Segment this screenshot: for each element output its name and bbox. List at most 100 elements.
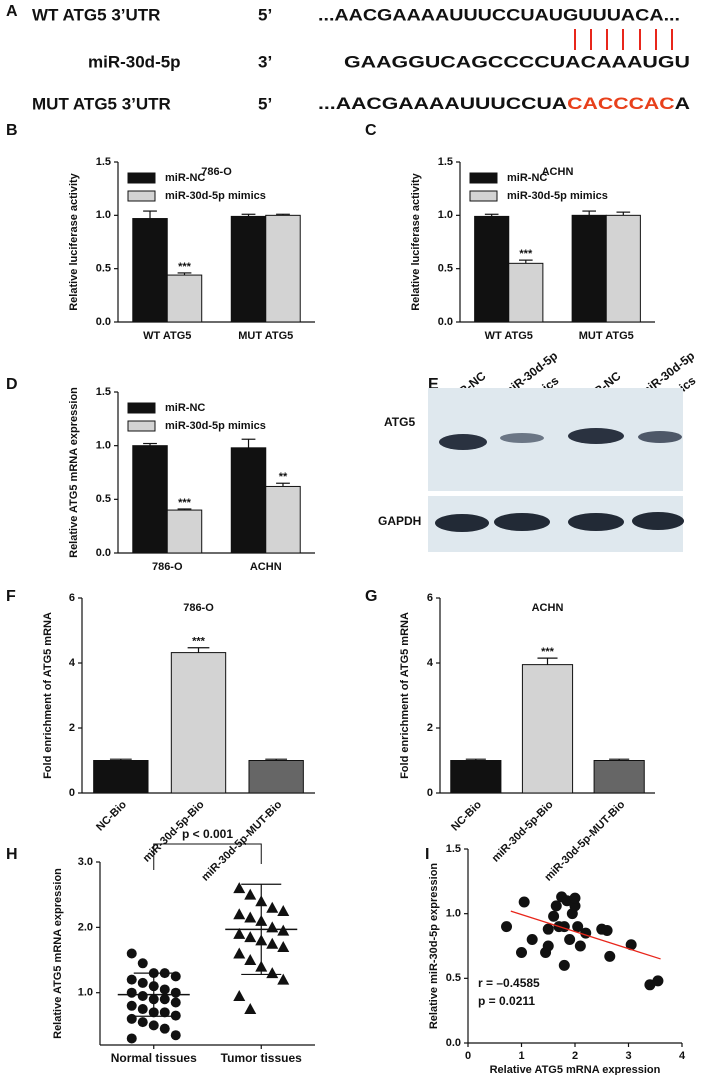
chart-title: 786-O bbox=[183, 602, 214, 614]
bar bbox=[93, 760, 149, 794]
bar bbox=[230, 215, 267, 323]
sequence-end: 5’ bbox=[258, 94, 272, 113]
bar bbox=[265, 485, 301, 554]
y-axis-label: Fold enrichment of ATG5 mRNA bbox=[42, 612, 54, 779]
chart-title: ACHN bbox=[542, 166, 574, 178]
point bbox=[652, 975, 664, 987]
point bbox=[277, 940, 290, 952]
point bbox=[625, 939, 637, 951]
significance-label: *** bbox=[178, 261, 192, 273]
y-tick-label: 2 bbox=[69, 722, 75, 734]
x-tick-label: ACHN bbox=[250, 561, 282, 573]
y-tick-label: 0.0 bbox=[438, 316, 453, 328]
y-tick-label: 2 bbox=[427, 722, 433, 734]
bar bbox=[571, 214, 607, 323]
y-tick-label: 0.5 bbox=[96, 493, 111, 505]
point bbox=[170, 971, 181, 982]
point bbox=[137, 1017, 148, 1028]
x-tick-label: 786-O bbox=[152, 561, 183, 573]
point bbox=[233, 882, 246, 894]
point bbox=[126, 1033, 137, 1044]
sequence-name: WT ATG5 3’UTR bbox=[32, 5, 160, 24]
bar bbox=[170, 652, 227, 794]
significance-label: *** bbox=[541, 646, 555, 658]
point bbox=[137, 977, 148, 988]
bar bbox=[474, 215, 510, 323]
bar bbox=[521, 664, 574, 794]
point bbox=[126, 948, 137, 959]
point bbox=[604, 950, 616, 962]
point bbox=[572, 921, 584, 933]
point bbox=[244, 931, 257, 943]
x-tick-label: 1 bbox=[518, 1050, 524, 1062]
mutation: CACCCAC bbox=[567, 94, 674, 113]
sequence-part: ...AACGAAAAUUUCCUA bbox=[318, 94, 567, 113]
bar bbox=[265, 214, 301, 323]
significance-label: *** bbox=[519, 248, 533, 260]
y-tick-label: 2.0 bbox=[78, 921, 93, 933]
annotation: p = 0.0211 bbox=[478, 994, 535, 1008]
significance-bracket bbox=[153, 843, 262, 870]
legend-swatch bbox=[469, 172, 498, 184]
y-tick-label: 1.0 bbox=[96, 440, 111, 452]
point bbox=[266, 901, 279, 913]
point bbox=[170, 1030, 181, 1041]
point bbox=[266, 937, 279, 949]
panel-label: B bbox=[6, 122, 18, 139]
point bbox=[266, 921, 279, 933]
significance-label: *** bbox=[192, 636, 206, 648]
point bbox=[542, 923, 554, 935]
row-label: ATG5 bbox=[384, 415, 415, 429]
y-tick-label: 0.5 bbox=[96, 263, 111, 275]
point bbox=[266, 967, 279, 979]
y-axis-label: Fold enrichment of ATG5 mRNA bbox=[399, 612, 411, 779]
point bbox=[170, 997, 181, 1008]
point bbox=[233, 927, 246, 939]
y-tick-label: 4 bbox=[69, 657, 76, 669]
x-tick-label: 4 bbox=[679, 1050, 686, 1062]
x-tick-label: NC-Bio bbox=[94, 799, 129, 834]
point bbox=[244, 888, 257, 900]
x-tick-label: WT ATG5 bbox=[143, 330, 191, 342]
point bbox=[159, 1023, 170, 1034]
point bbox=[501, 921, 513, 933]
legend-swatch bbox=[469, 190, 498, 202]
x-tick-label: MUT ATG5 bbox=[238, 330, 293, 342]
legend-label: miR-NC bbox=[165, 172, 205, 184]
x-tick-label: 2 bbox=[572, 1050, 578, 1062]
point bbox=[159, 984, 170, 995]
y-tick-label: 0.5 bbox=[438, 263, 453, 275]
legend-label: miR-30d-5p mimics bbox=[165, 420, 266, 432]
point bbox=[126, 974, 137, 985]
y-axis-label: Relative ATG5 mRNA expression bbox=[68, 387, 80, 558]
x-tick-label: NC-Bio bbox=[449, 799, 484, 834]
sequence: GAAGGUCAGCCCCUACAAAUGU bbox=[344, 52, 690, 71]
chart-title: ACHN bbox=[532, 602, 564, 614]
legend-swatch bbox=[127, 420, 156, 432]
point bbox=[564, 934, 576, 946]
y-tick-label: 6 bbox=[69, 592, 75, 604]
point bbox=[126, 1013, 137, 1024]
x-tick-label: Normal tissues bbox=[111, 1051, 197, 1065]
point bbox=[233, 947, 246, 959]
panel-label: A bbox=[6, 3, 18, 20]
y-tick-label: 1.5 bbox=[438, 156, 453, 168]
y-tick-label: 1.5 bbox=[96, 156, 111, 168]
panel-label: F bbox=[6, 588, 16, 605]
bar bbox=[605, 214, 641, 323]
y-tick-label: 1.0 bbox=[96, 209, 111, 221]
point bbox=[170, 987, 181, 998]
y-axis-label: Relative luciferase activity bbox=[410, 172, 422, 310]
bar bbox=[132, 445, 168, 554]
y-axis-label: Relative ATG5 mRNA expression bbox=[52, 868, 64, 1039]
y-tick-label: 0.0 bbox=[446, 1037, 461, 1049]
point bbox=[244, 954, 257, 966]
bands bbox=[435, 428, 684, 532]
point bbox=[277, 905, 290, 917]
y-tick-label: 0.5 bbox=[446, 972, 461, 984]
y-tick-label: 1.5 bbox=[96, 386, 111, 398]
legend-label: miR-30d-5p mimics bbox=[165, 190, 266, 202]
significance-label: *** bbox=[178, 497, 192, 509]
point bbox=[277, 924, 290, 936]
point bbox=[574, 940, 586, 952]
